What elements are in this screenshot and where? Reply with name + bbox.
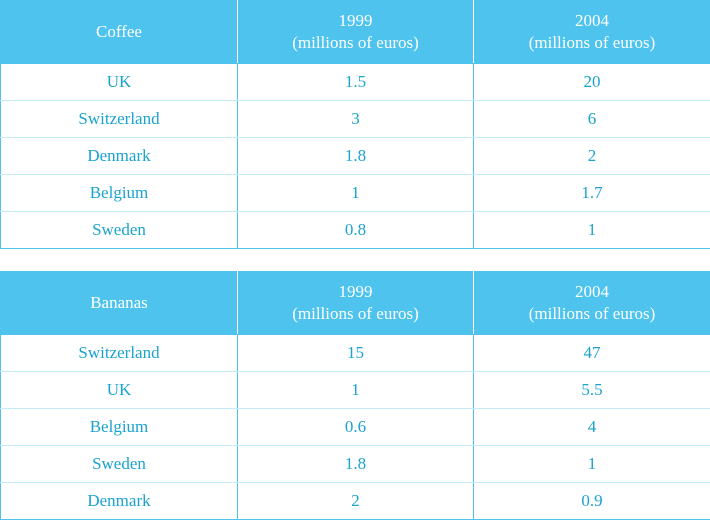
country-cell: Belgium [0,408,238,446]
table-row: Switzerland 3 6 [0,100,710,138]
value-1999-cell: 15 [237,334,474,372]
table-row: Switzerland 15 47 [0,334,710,372]
country-cell: Sweden [0,211,238,249]
table-row: UK 1 5.5 [0,371,710,409]
value-1999-cell: 2 [237,482,474,520]
table-row: Sweden 1.8 1 [0,445,710,483]
value-1999-cell: 1.5 [237,63,474,101]
coffee-header-2004: 2004 (millions of euros) [473,0,710,64]
bananas-header-2004-unit: (millions of euros) [528,304,656,323]
country-cell: Denmark [0,482,238,520]
value-2004-cell: 47 [473,334,710,372]
bananas-header-1999: 1999 (millions of euros) [237,271,474,335]
coffee-table: Coffee 1999 (millions of euros) 2004 (mi… [0,0,710,249]
bananas-header-1999-year: 1999 [338,282,373,301]
country-cell: Sweden [0,445,238,483]
country-cell: Denmark [0,137,238,175]
value-2004-cell: 6 [473,100,710,138]
value-2004-cell: 1 [473,211,710,249]
value-1999-cell: 1.8 [237,137,474,175]
country-cell: Belgium [0,174,238,212]
coffee-header-2004-unit: (millions of euros) [528,33,656,52]
coffee-header-1999-unit: (millions of euros) [292,33,419,52]
value-1999-cell: 0.6 [237,408,474,446]
coffee-header-1999-year: 1999 [338,11,373,30]
value-2004-cell: 4 [473,408,710,446]
table-row: UK 1.5 20 [0,63,710,101]
value-1999-cell: 1 [237,371,474,409]
value-1999-cell: 1.8 [237,445,474,483]
table-row: Denmark 2 0.9 [0,482,710,520]
value-2004-cell: 5.5 [473,371,710,409]
country-cell: UK [0,371,238,409]
bananas-header-1999-unit: (millions of euros) [292,304,419,323]
table-row: Belgium 0.6 4 [0,408,710,446]
value-1999-cell: 3 [237,100,474,138]
bananas-table: Bananas 1999 (millions of euros) 2004 (m… [0,271,710,520]
value-1999-cell: 1 [237,174,474,212]
table-row: Denmark 1.8 2 [0,137,710,175]
value-2004-cell: 1.7 [473,174,710,212]
value-2004-cell: 20 [473,63,710,101]
country-cell: Switzerland [0,334,238,372]
value-2004-cell: 0.9 [473,482,710,520]
bananas-header-row: Bananas 1999 (millions of euros) 2004 (m… [0,271,710,335]
coffee-header-row: Coffee 1999 (millions of euros) 2004 (mi… [0,0,710,64]
value-2004-cell: 1 [473,445,710,483]
country-cell: UK [0,63,238,101]
value-2004-cell: 2 [473,137,710,175]
value-1999-cell: 0.8 [237,211,474,249]
bananas-header-2004: 2004 (millions of euros) [473,271,710,335]
bananas-header-2004-year: 2004 [575,282,609,301]
coffee-header-label: Coffee [0,0,238,64]
country-cell: Switzerland [0,100,238,138]
coffee-header-1999: 1999 (millions of euros) [237,0,474,64]
table-row: Sweden 0.8 1 [0,211,710,249]
table-row: Belgium 1 1.7 [0,174,710,212]
bananas-header-label: Bananas [0,271,238,335]
coffee-header-2004-year: 2004 [575,11,609,30]
